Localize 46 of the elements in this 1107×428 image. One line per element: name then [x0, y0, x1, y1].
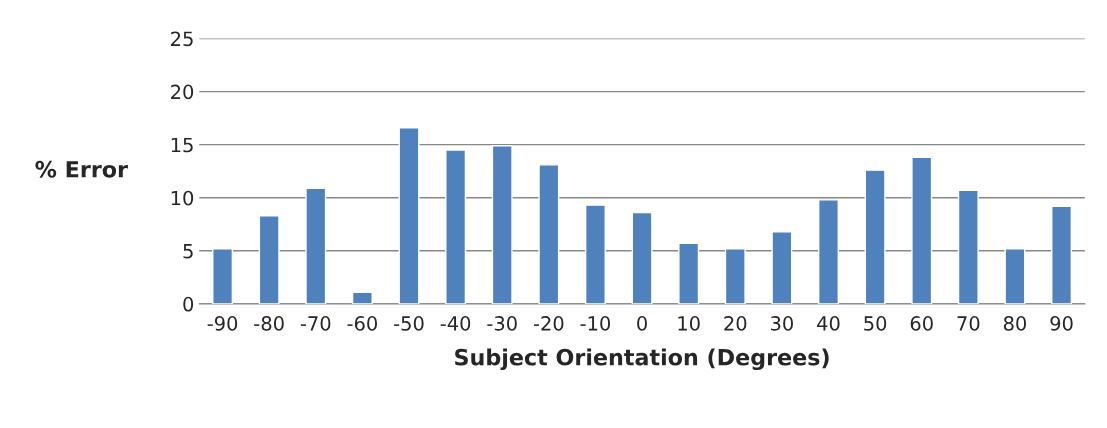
x-tick-label: -60	[347, 316, 377, 331]
x-tick-label: 90	[1050, 316, 1073, 331]
y-tick-label: 0	[183, 296, 194, 312]
bar	[818, 199, 839, 304]
y-tick-label: 25	[171, 31, 193, 47]
x-tick-label: -10	[580, 316, 611, 331]
x-tick-label: -70	[300, 316, 331, 331]
y-tick-label: 5	[183, 244, 193, 259]
x-tick-label: -40	[440, 316, 471, 331]
x-tick-label: -50	[394, 316, 424, 331]
y-axis-title: % Error	[35, 160, 128, 178]
bar	[351, 291, 373, 304]
x-tick-label: -80	[254, 316, 284, 331]
bar	[398, 126, 420, 304]
x-tick-label: 20	[724, 316, 747, 331]
x-tick-label: -90	[207, 316, 238, 331]
x-tick-label: -30	[487, 316, 517, 331]
y-tick-label: 20	[171, 84, 194, 100]
bar	[1004, 247, 1026, 304]
bar	[491, 145, 513, 304]
x-tick-label: 40	[817, 316, 840, 331]
bar	[1051, 205, 1073, 304]
bar	[957, 189, 979, 304]
x-tick-label: 70	[957, 316, 980, 331]
bar	[864, 169, 886, 304]
bar	[771, 231, 793, 304]
x-tick-label: 0	[637, 316, 647, 331]
bar	[538, 164, 560, 304]
y-tick-label: 10	[171, 190, 194, 206]
bar	[212, 247, 234, 304]
x-tick-label: 50	[864, 316, 887, 331]
x-tick-label: 80	[1003, 316, 1027, 331]
bar	[678, 242, 700, 304]
bar	[584, 204, 606, 304]
x-tick-label: 30	[771, 316, 793, 331]
bar	[445, 149, 467, 304]
bar	[911, 156, 933, 304]
y-tick-label: 15	[171, 137, 193, 153]
bar	[258, 215, 280, 304]
x-tick-label: 60	[910, 316, 933, 331]
x-tick-label: 10	[678, 316, 700, 331]
bar	[724, 247, 746, 304]
bar	[631, 211, 653, 304]
x-tick-label: -20	[533, 316, 564, 331]
bar	[305, 187, 327, 304]
x-axis-title: Subject Orientation (Degrees)	[455, 348, 829, 371]
